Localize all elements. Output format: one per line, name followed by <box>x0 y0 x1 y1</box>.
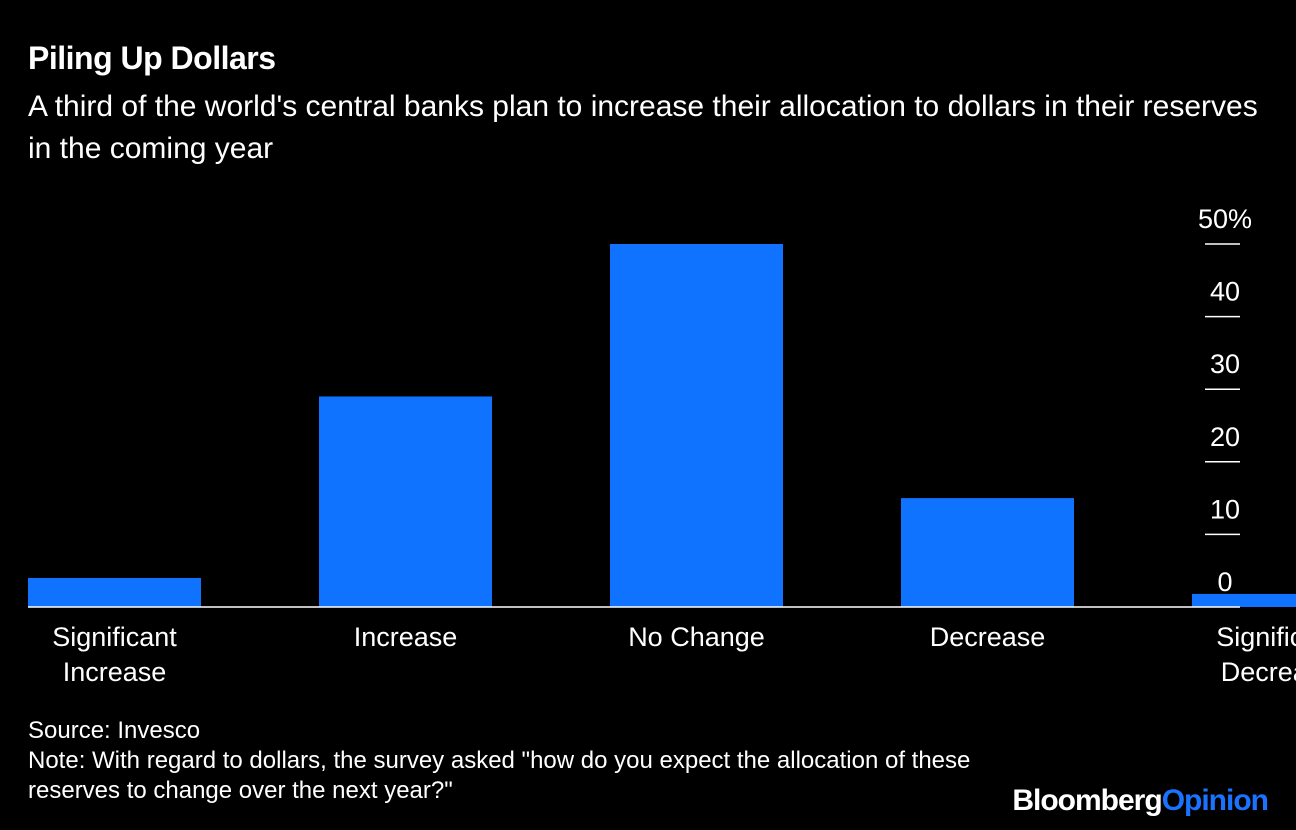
y-tick-label: 30 <box>1210 349 1240 379</box>
bar <box>901 498 1074 607</box>
chart-title: Piling Up Dollars <box>28 40 276 76</box>
source-note: Source: Invesco <box>28 717 201 744</box>
bar <box>28 577 201 607</box>
bar <box>610 244 783 607</box>
category-label: Significant <box>1216 622 1296 652</box>
survey-note: Note: With regard to dollars, the survey… <box>28 747 971 804</box>
category-label: Decrease <box>930 622 1046 652</box>
category-label: Significant <box>52 622 177 652</box>
y-tick-label: 40 <box>1210 277 1240 307</box>
category-label: Increase <box>63 657 167 687</box>
category-label: Decrease <box>1221 657 1296 687</box>
brand-main: Bloomberg <box>1012 784 1162 817</box>
category-label: No Change <box>628 622 765 652</box>
bloomberg-opinion-logo: BloombergOpinion <box>1012 784 1269 818</box>
y-tick-label: 50% <box>1198 204 1252 234</box>
bar <box>1192 593 1296 607</box>
bar <box>319 396 492 607</box>
y-tick-label: 20 <box>1210 422 1240 452</box>
y-tick-label: 0 <box>1217 567 1232 597</box>
category-label: Increase <box>354 622 458 652</box>
brand-accent: Opinion <box>1161 784 1269 817</box>
chart-subtitle: A third of the world's central banks pla… <box>28 90 1258 165</box>
y-tick-label: 10 <box>1210 494 1240 524</box>
bar-chart: 0 10 20 30 40 50% Significant Increase Increase N… <box>28 204 1296 687</box>
